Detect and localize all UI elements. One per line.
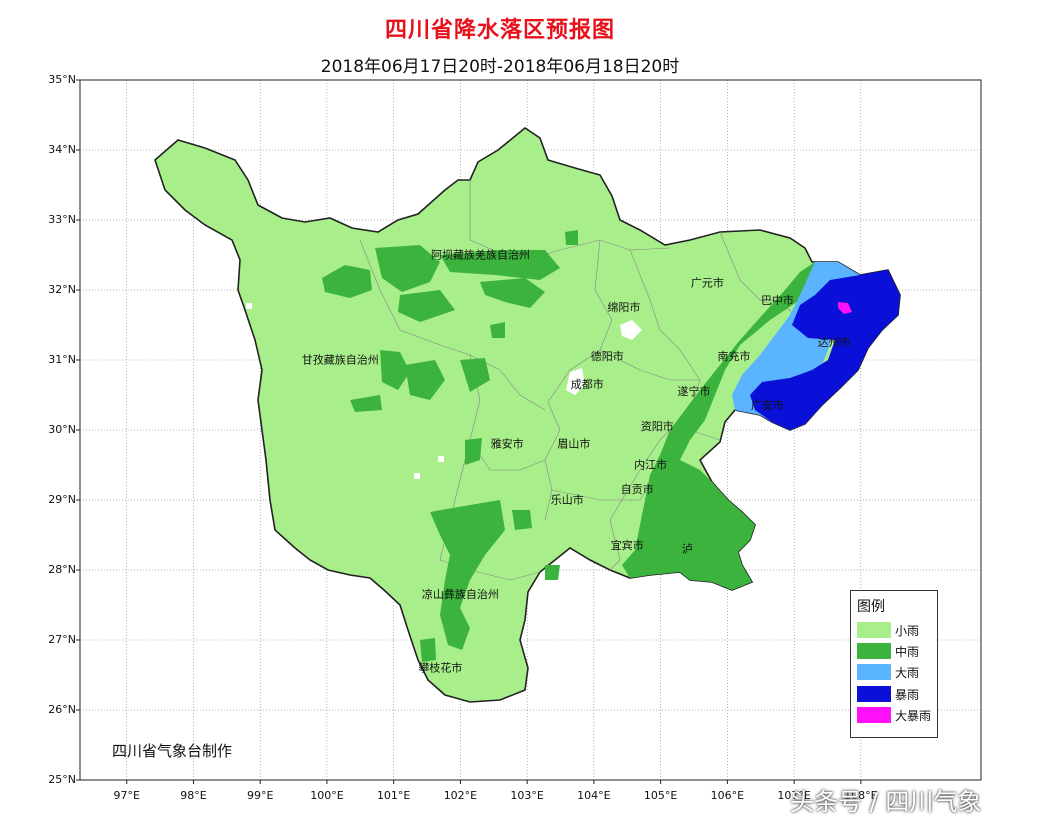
- city-label: 广安市: [751, 398, 784, 412]
- credit-text: 四川省气象台制作: [112, 742, 233, 760]
- lat-tick-label: 29°N: [48, 493, 76, 506]
- legend-title: 图例: [857, 599, 885, 615]
- map-title: 四川省降水落区预报图: [384, 18, 615, 43]
- city-label: 达州市: [818, 335, 851, 349]
- legend-swatch: [857, 686, 891, 702]
- city-label: 成都市: [571, 377, 604, 391]
- city-label: 眉山市: [557, 437, 590, 451]
- city-label: 泸: [682, 543, 693, 556]
- city-label: 遂宁市: [678, 384, 711, 398]
- map-subtitle: 2018年06月17日20时-2018年06月18日20时: [320, 57, 680, 77]
- prefecture-borders: [359, 180, 831, 581]
- legend-label: 中雨: [895, 645, 920, 659]
- lat-tick-label: 31°N: [48, 353, 76, 366]
- city-label: 巴中市: [761, 293, 794, 307]
- city-label: 内江市: [634, 458, 667, 472]
- legend-item-light-rain: 小雨: [857, 621, 935, 639]
- lon-tick-label: 103°E: [510, 789, 544, 802]
- lat-tick-label: 26°N: [48, 703, 76, 716]
- lat-tick-label: 30°N: [48, 423, 76, 436]
- rainstorm-area: [750, 270, 900, 430]
- lat-tick-label: 32°N: [48, 283, 76, 296]
- lon-tick-label: 106°E: [710, 789, 745, 802]
- city-label: 广元市: [691, 276, 724, 290]
- city-label: 德阳市: [591, 349, 624, 363]
- legend-label: 大暴雨: [895, 709, 932, 723]
- no-rain-gaps: [246, 303, 642, 479]
- lon-tick-label: 101°E: [376, 789, 411, 802]
- legend-item-heavy-rain: 大雨: [857, 663, 935, 681]
- lon-tick-label: 98°E: [180, 789, 207, 802]
- lat-tick-label: 35°N: [48, 73, 76, 86]
- legend-label: 大雨: [895, 666, 920, 680]
- lat-tick-label: 34°N: [48, 143, 76, 156]
- lon-tick-label: 105°E: [643, 789, 678, 802]
- moderate-rain-patches: [322, 230, 578, 662]
- city-label: 资阳市: [641, 419, 674, 433]
- city-label: 攀枝花市: [418, 661, 462, 675]
- city-label: 凉山彝族自治州: [422, 587, 499, 601]
- lon-tick-label: 107°E: [777, 789, 811, 802]
- lon-tick-label: 99°E: [246, 789, 274, 802]
- lat-tick-label: 25°N: [48, 773, 76, 786]
- lon-tick-label: 104°E: [577, 789, 611, 802]
- city-label: 甘孜藏族自治州: [302, 353, 379, 367]
- lat-tick-label: 28°N: [48, 563, 76, 576]
- legend-swatch: [857, 622, 891, 638]
- axis-ticks: [76, 79, 862, 784]
- city-label: 宜宾市: [611, 538, 644, 552]
- legend-label: 小雨: [895, 624, 920, 638]
- city-label: 自贡市: [621, 482, 654, 496]
- legend-label: 暴雨: [895, 688, 920, 702]
- watermark: 头条号 / 四川气象: [790, 788, 982, 816]
- downpour-area: [838, 302, 852, 314]
- legend: 图例 小雨 中雨 大雨 暴雨 大暴雨: [850, 590, 938, 738]
- city-label: 雅安市: [491, 437, 524, 451]
- legend-item-downpour: 大暴雨: [857, 706, 935, 724]
- legend-swatch: [857, 643, 891, 659]
- city-label: 南充市: [718, 349, 751, 363]
- lon-tick-label: 102°E: [443, 789, 478, 802]
- moderate-rain-band: [622, 262, 830, 590]
- lon-tick-label: 97°E: [113, 789, 140, 802]
- city-label: 绵阳市: [607, 300, 640, 314]
- lat-tick-label: 33°N: [48, 213, 76, 226]
- lon-tick-label: 108°E: [844, 789, 878, 802]
- lat-tick-label: 27°N: [48, 633, 76, 646]
- city-label: 乐山市: [551, 493, 584, 507]
- legend-item-rainstorm: 暴雨: [857, 685, 935, 703]
- city-label: 阿坝藏族羌族自治州: [431, 248, 530, 262]
- legend-swatch: [857, 664, 891, 680]
- lon-tick-label: 100°E: [310, 789, 344, 802]
- legend-item-moderate-rain: 中雨: [857, 642, 935, 660]
- legend-swatch: [857, 707, 891, 723]
